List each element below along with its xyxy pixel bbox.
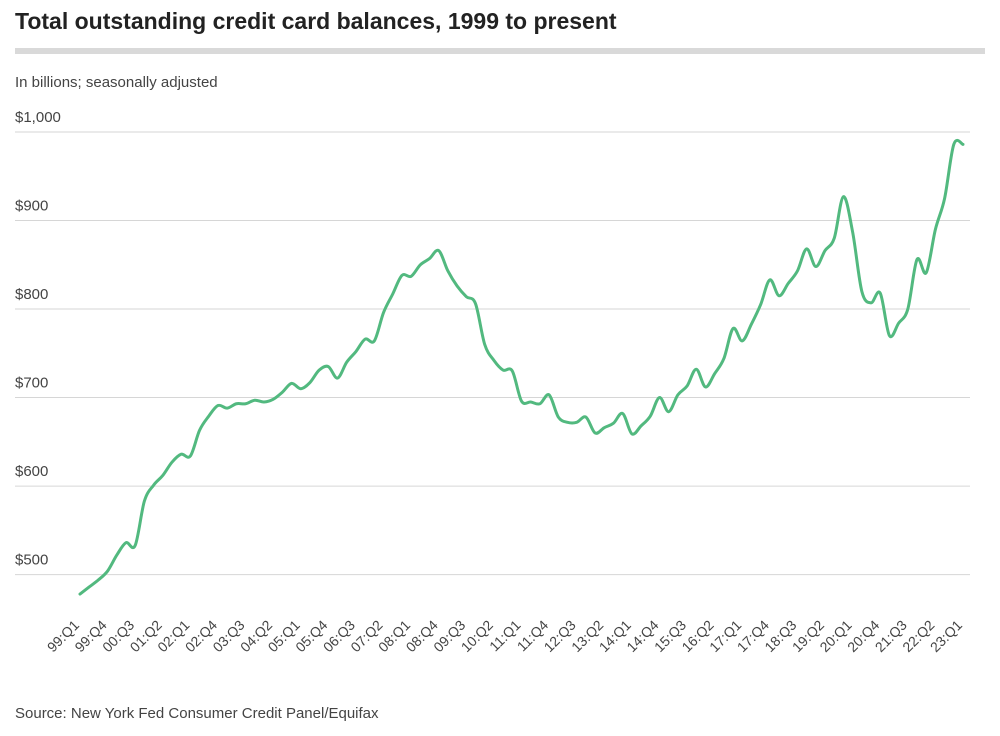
source-note: Source: New York Fed Consumer Credit Pan… bbox=[15, 705, 379, 722]
y-tick-label: $900 bbox=[15, 198, 48, 215]
title-rule bbox=[15, 48, 985, 54]
data-line bbox=[78, 138, 965, 596]
y-tick-label: $1,000 bbox=[15, 109, 61, 126]
y-tick-label: $500 bbox=[15, 552, 48, 569]
y-tick-label: $600 bbox=[15, 463, 48, 480]
x-tick-label: 10:Q2 bbox=[458, 617, 496, 655]
y-tick-label: $700 bbox=[15, 375, 48, 392]
y-tick-label: $800 bbox=[15, 286, 48, 303]
chart-title: Total outstanding credit card balances, … bbox=[15, 8, 617, 34]
chart-subtitle: In billions; seasonally adjusted bbox=[15, 74, 218, 91]
x-tick-label: 23:Q1 bbox=[927, 617, 965, 655]
